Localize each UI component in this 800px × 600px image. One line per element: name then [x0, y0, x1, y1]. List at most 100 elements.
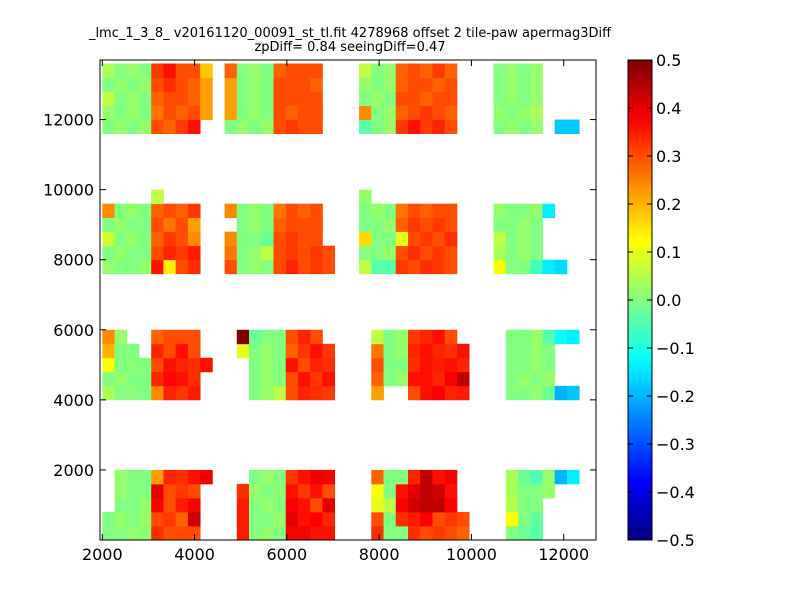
heatmap-cell	[383, 203, 397, 219]
heatmap-cell	[261, 511, 274, 527]
heatmap-cell	[175, 245, 189, 261]
heatmap-cell	[151, 245, 164, 261]
heatmap-cell	[187, 469, 201, 485]
colorbar-band	[628, 196, 652, 201]
heatmap-cell	[420, 77, 433, 92]
heatmap-cell	[249, 357, 262, 373]
heatmap-cell	[530, 119, 543, 134]
colorbar-band	[628, 208, 652, 213]
heatmap-cell	[395, 469, 409, 485]
heatmap-cell	[493, 245, 507, 261]
heatmap-cell	[249, 63, 262, 78]
heatmap-cell	[187, 119, 201, 134]
heatmap-cell	[310, 497, 323, 513]
heatmap-cell	[114, 245, 128, 261]
colorbar-band	[628, 356, 652, 361]
heatmap-cell	[518, 63, 531, 78]
heatmap-cell	[444, 525, 458, 541]
heatmap-cell	[371, 231, 384, 247]
heatmap-cell	[224, 119, 238, 134]
heatmap-cell	[138, 77, 152, 92]
colorbar-band	[628, 292, 652, 297]
colorbar-band	[628, 320, 652, 325]
heatmap-cell	[530, 105, 543, 120]
heatmap-cell	[383, 469, 397, 485]
heatmap-cell	[163, 525, 177, 541]
heatmap-cell	[114, 469, 128, 485]
heatmap-cell	[175, 497, 189, 513]
heatmap-cell	[273, 231, 287, 247]
heatmap-cell	[542, 357, 556, 373]
heatmap-cell	[444, 343, 458, 359]
heatmap-cell	[114, 91, 128, 106]
heatmap-cell	[273, 105, 287, 120]
x-tick-label: 8000	[359, 545, 400, 564]
heatmap-cell	[138, 357, 152, 373]
heatmap-cell	[407, 469, 421, 485]
colorbar-band	[628, 388, 652, 393]
heatmap-cell	[420, 231, 433, 247]
heatmap-cell	[505, 119, 519, 134]
colorbar-band	[628, 480, 652, 485]
heatmap-cell	[530, 329, 543, 345]
heatmap-cell	[456, 343, 470, 359]
colorbar-band	[628, 340, 652, 345]
colorbar-band	[628, 244, 652, 249]
heatmap-cell	[163, 329, 177, 345]
heatmap-cell	[273, 525, 287, 541]
heatmap-cell	[114, 357, 128, 373]
heatmap-cell	[297, 329, 311, 345]
colorbar-band	[628, 84, 652, 89]
heatmap-cell	[138, 91, 152, 106]
heatmap-cell	[493, 91, 507, 106]
heatmap-cell	[420, 511, 433, 527]
colorbar-band	[628, 416, 652, 421]
heatmap-cell	[236, 217, 250, 233]
heatmap-cell	[297, 343, 311, 359]
heatmap-cell	[395, 217, 409, 233]
heatmap-cell	[420, 245, 433, 261]
heatmap-cell	[138, 371, 152, 387]
heatmap-cell	[444, 357, 458, 373]
colorbar-band	[628, 464, 652, 469]
heatmap-cell	[518, 343, 531, 359]
heatmap-cell	[432, 385, 446, 401]
heatmap-cell	[395, 497, 409, 513]
colorbar-band	[628, 324, 652, 329]
plot-frame	[99, 59, 597, 541]
heatmap-cell	[395, 245, 409, 261]
heatmap-cell	[518, 497, 531, 513]
colorbar-band	[628, 188, 652, 193]
heatmap-cell	[249, 217, 262, 233]
colorbar-band	[628, 512, 652, 517]
heatmap-cell	[371, 245, 384, 261]
heatmap-cell	[395, 203, 409, 219]
colorbar-band	[628, 136, 652, 141]
heatmap-cell	[285, 77, 299, 92]
heatmap-cell	[505, 483, 519, 499]
heatmap-cell	[249, 371, 262, 387]
heatmap-cell	[151, 483, 164, 499]
heatmap-cell	[505, 511, 519, 527]
colorbar-band	[628, 252, 652, 257]
heatmap-cell	[200, 63, 213, 78]
heatmap-cell	[530, 483, 543, 499]
heatmap-cell	[126, 385, 140, 401]
heatmap-cell	[444, 259, 458, 275]
heatmap-cell	[395, 77, 409, 92]
colorbar-band	[628, 536, 652, 541]
heatmap-cell	[542, 385, 556, 401]
heatmap-cell	[126, 357, 140, 373]
heatmap-cell	[530, 245, 543, 261]
heatmap-cell	[407, 385, 421, 401]
heatmap-cell	[261, 371, 274, 387]
heatmap-cell	[151, 259, 164, 275]
heatmap-cell	[175, 105, 189, 120]
heatmap-cell	[322, 511, 336, 527]
heatmap-cell	[175, 371, 189, 387]
heatmap-cell	[383, 63, 397, 78]
heatmap-cell	[432, 329, 446, 345]
heatmap-cell	[102, 343, 115, 359]
heatmap-cell	[273, 511, 287, 527]
